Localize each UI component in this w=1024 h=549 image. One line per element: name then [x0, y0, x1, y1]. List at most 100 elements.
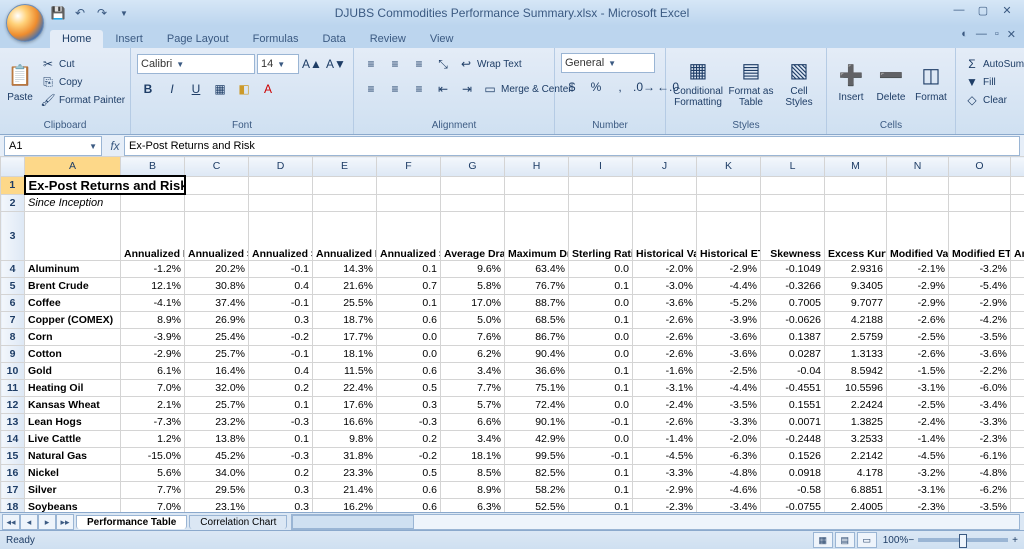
cell[interactable]: -4.5%	[633, 448, 697, 465]
cell[interactable]	[377, 194, 441, 212]
cell[interactable]: 0.0	[377, 329, 441, 346]
cell[interactable]: 17.7%	[313, 329, 377, 346]
cell[interactable]: -3.3%	[697, 414, 761, 431]
cell[interactable]: 72.4%	[505, 397, 569, 414]
cell[interactable]: 88.7%	[505, 295, 569, 312]
cell[interactable]: 25.7%	[185, 346, 249, 363]
cell[interactable]: -2.3%	[887, 499, 949, 514]
cell[interactable]: 2.3	[1011, 278, 1024, 295]
cell[interactable]	[313, 194, 377, 212]
cell[interactable]: -1.5%	[887, 363, 949, 380]
row-header[interactable]: 8	[1, 329, 25, 346]
cell[interactable]: -0.1049	[761, 261, 825, 278]
cell[interactable]: 17.6%	[313, 397, 377, 414]
cell[interactable]	[377, 176, 441, 194]
cell[interactable]: -2.5%	[887, 397, 949, 414]
cell[interactable]: 0.0	[569, 329, 633, 346]
comma-format-button[interactable]: ,	[609, 76, 631, 98]
cell[interactable]: -6.1%	[949, 448, 1011, 465]
cell[interactable]: 90.1%	[505, 414, 569, 431]
cell[interactable]: 0.1	[569, 278, 633, 295]
cell[interactable]: 5.6%	[121, 465, 185, 482]
format-cells-button[interactable]: ◫Format	[913, 50, 949, 114]
cell[interactable]: -0.2448	[761, 431, 825, 448]
cell[interactable]: 2.1%	[121, 397, 185, 414]
cell[interactable]: -2.3%	[949, 431, 1011, 448]
sheet-nav-last[interactable]: ▸▸	[56, 514, 74, 530]
cell[interactable]: -2.9%	[633, 482, 697, 499]
cell[interactable]: 6.3%	[441, 499, 505, 514]
cell[interactable]: 20.2%	[185, 261, 249, 278]
cell[interactable]: 34.0%	[185, 465, 249, 482]
fx-icon[interactable]: fx	[106, 139, 124, 153]
cell[interactable]: 22.4%	[313, 380, 377, 397]
cell[interactable]: -1.4%	[633, 431, 697, 448]
cell[interactable]: 0.1	[569, 465, 633, 482]
cell[interactable]: 2.5759	[825, 329, 887, 346]
cell[interactable]: -1.2%	[121, 261, 185, 278]
cell[interactable]: -2.9%	[887, 295, 949, 312]
horizontal-scrollbar[interactable]	[291, 514, 1020, 530]
cell[interactable]: 7.0%	[121, 380, 185, 397]
qat-customize-icon[interactable]: ▼	[116, 5, 132, 21]
cell[interactable]: 8.9%	[441, 482, 505, 499]
clear-button[interactable]: ◇Clear	[962, 92, 1024, 108]
cell[interactable]: Corn	[25, 329, 121, 346]
cell[interactable]: 1.2	[1011, 465, 1024, 482]
row-header[interactable]: 15	[1, 448, 25, 465]
cell[interactable]: -15.0%	[121, 448, 185, 465]
align-top-button[interactable]: ≡	[360, 53, 382, 75]
maximize-button[interactable]: ▢	[972, 2, 994, 18]
fill-color-button[interactable]: ◧	[233, 78, 255, 100]
sheet-nav-first[interactable]: ◂◂	[2, 514, 20, 530]
cell[interactable]: 0.0	[569, 397, 633, 414]
cell[interactable]: -4.8%	[697, 465, 761, 482]
cell[interactable]: 7.6%	[441, 329, 505, 346]
cell[interactable]: 23.2%	[185, 414, 249, 431]
row-header[interactable]: 13	[1, 414, 25, 431]
cell[interactable]: 0.1526	[761, 448, 825, 465]
font-size-combo[interactable]: 14▼	[257, 54, 299, 74]
fill-button[interactable]: ▼Fill	[962, 74, 1024, 90]
cell[interactable]: 0.3	[377, 397, 441, 414]
cell[interactable]: Since Inception	[25, 194, 121, 212]
cell[interactable]: 2.1	[1011, 312, 1024, 329]
cell[interactable]: -0.1	[569, 448, 633, 465]
cell[interactable]: Annualized Downside Deviation	[313, 212, 377, 261]
sheet-nav-next[interactable]: ▸	[38, 514, 56, 530]
cell[interactable]: -5.2%	[697, 295, 761, 312]
column-header[interactable]: K	[697, 157, 761, 177]
cell[interactable]: 0.2	[249, 380, 313, 397]
cell[interactable]	[633, 176, 697, 194]
cell[interactable]: Kansas Wheat	[25, 397, 121, 414]
cell[interactable]: 63.4%	[505, 261, 569, 278]
cell[interactable]: -2.2	[1011, 414, 1024, 431]
cell[interactable]: -2.6%	[887, 312, 949, 329]
row-header[interactable]: 6	[1, 295, 25, 312]
align-center-button[interactable]: ≡	[384, 78, 406, 100]
cell[interactable]: 16.4%	[185, 363, 249, 380]
cell[interactable]: 6.2%	[441, 346, 505, 363]
cell[interactable]: 9.7077	[825, 295, 887, 312]
cell[interactable]: 17.0%	[441, 295, 505, 312]
close-workbook-icon[interactable]: ✕	[1007, 28, 1016, 41]
cell[interactable]: Gold	[25, 363, 121, 380]
cell[interactable]: 2.7	[1011, 363, 1024, 380]
name-box[interactable]: A1▼	[4, 136, 102, 156]
cell[interactable]: 0.6	[377, 312, 441, 329]
cell[interactable]: 23.1%	[185, 499, 249, 514]
cell[interactable]: -2.0%	[697, 431, 761, 448]
cell[interactable]: Modified VaR (95%)	[887, 212, 949, 261]
cell[interactable]: 3.4%	[441, 431, 505, 448]
cell[interactable]: -2.4%	[887, 414, 949, 431]
row-header[interactable]: 17	[1, 482, 25, 499]
cell[interactable]: -0.3	[249, 414, 313, 431]
decrease-indent-button[interactable]: ⇤	[432, 78, 454, 100]
cell[interactable]: 2.9316	[825, 261, 887, 278]
save-icon[interactable]: 💾	[50, 5, 66, 21]
cell[interactable]: -0.3	[377, 414, 441, 431]
cell[interactable]: Nickel	[25, 465, 121, 482]
cell[interactable]	[441, 176, 505, 194]
column-header[interactable]: L	[761, 157, 825, 177]
cell-styles-button[interactable]: ▧Cell Styles	[778, 50, 820, 114]
